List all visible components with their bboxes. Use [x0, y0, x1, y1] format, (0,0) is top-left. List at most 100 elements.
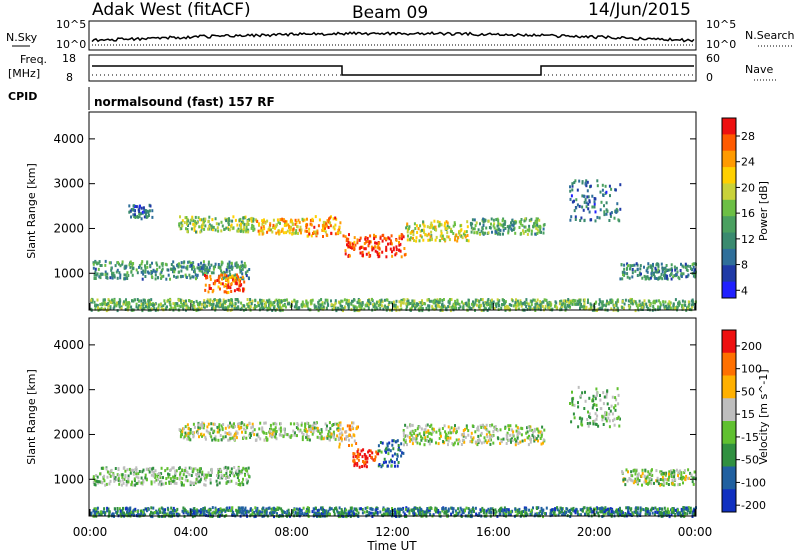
scatter-cell [142, 508, 145, 512]
scatter-cell [132, 204, 135, 208]
scatter-cell [497, 221, 500, 225]
scatter-cell [127, 478, 130, 482]
scatter-cell [603, 204, 605, 208]
scatter-cell [645, 479, 648, 483]
scatter-cell [227, 475, 230, 479]
scatter-cell [495, 305, 498, 309]
scatter-cell [361, 455, 364, 459]
scatter-cell [236, 305, 239, 309]
scatter-cell [233, 466, 236, 469]
scatter-cell [306, 429, 309, 433]
scatter-cell [252, 228, 255, 232]
scatter-cell [113, 507, 116, 511]
scatter-cell [301, 305, 304, 309]
scatter-cell [587, 298, 589, 302]
scatter-cell [330, 435, 333, 439]
scatter-cell [507, 231, 510, 235]
scatter-cell [619, 183, 622, 187]
scatter-cell [144, 213, 147, 217]
scatter-cell [456, 239, 459, 243]
scatter-cell [687, 300, 690, 304]
scatter-cell [213, 282, 216, 286]
scatter-cell [137, 208, 140, 212]
scatter-cell [507, 513, 510, 516]
scatter-cell [133, 215, 136, 219]
scatter-cell [428, 304, 431, 308]
scatter-cell [104, 259, 107, 263]
scatter-cell [431, 307, 434, 311]
scatter-cell [449, 229, 452, 233]
scatter-cell [114, 476, 117, 480]
scatter-cell [690, 473, 693, 477]
scatter-cell [193, 270, 196, 274]
scatter-cell [509, 433, 512, 437]
scatter-cell [99, 264, 102, 267]
scatter-cell [332, 423, 335, 426]
scatter-cell [448, 305, 451, 309]
scatter-cell [479, 222, 481, 226]
scatter-cell [561, 303, 563, 307]
scatter-cell [237, 474, 240, 478]
scatter-cell [466, 234, 469, 237]
scatter-cell [491, 434, 494, 438]
scatter-cell [217, 468, 220, 471]
scatter-cell [198, 306, 201, 310]
scatter-cell [667, 304, 670, 308]
scatter-cell [374, 455, 377, 459]
scatter-cell [297, 513, 300, 517]
scatter-cell [672, 307, 675, 311]
scatter-cell [223, 466, 226, 470]
scatter-cell [287, 302, 289, 306]
scatter-cell [684, 300, 687, 304]
scatter-cell [342, 307, 345, 311]
scatter-cell [200, 302, 203, 306]
scatter-cell [492, 433, 495, 437]
scatter-cell [228, 431, 231, 435]
scatter-cell [280, 218, 283, 222]
scatter-cell [291, 228, 294, 232]
scatter-cell [204, 437, 207, 441]
scatter-cell [650, 478, 653, 482]
scatter-cell [514, 509, 517, 513]
scatter-cell [559, 506, 562, 510]
scatter-cell [237, 467, 240, 471]
scatter-cell [182, 302, 185, 305]
scatter-cell [453, 427, 456, 431]
scatter-cell [310, 234, 313, 238]
scatter-cell [101, 481, 104, 485]
scatter-cell [132, 262, 135, 265]
scatter-cell [121, 476, 124, 479]
scatter-cell [596, 215, 599, 219]
scatter-cell [569, 305, 571, 309]
scatter-cell [668, 472, 670, 476]
scatter-cell [638, 513, 641, 517]
scatter-cell [227, 424, 230, 428]
scatter-cell [536, 302, 539, 306]
scatter-cell [275, 437, 278, 441]
scatter-cell [136, 271, 139, 275]
scatter-cell [407, 299, 410, 303]
scatter-cell [406, 425, 409, 429]
scatter-cell [218, 280, 221, 284]
scatter-cell [591, 194, 594, 198]
scatter-cell [398, 240, 400, 244]
scatter-cell [421, 299, 423, 303]
scatter-cell [657, 482, 660, 486]
scatter-cell [137, 472, 140, 476]
scatter-cell [227, 285, 230, 289]
scatter-cell [595, 417, 598, 421]
scatter-cell [357, 309, 360, 313]
scatter-cell [366, 506, 369, 510]
scatter-cell [480, 431, 483, 435]
scatter-cell [217, 229, 220, 233]
scatter-cell [470, 230, 473, 234]
scatter-cell [525, 431, 528, 435]
scatter-cell [385, 450, 387, 454]
scatter-cell [222, 301, 225, 305]
scatter-cell [475, 221, 478, 225]
scatter-cell [133, 479, 136, 483]
scatter-cell [189, 428, 192, 431]
scatter-cell [144, 209, 147, 213]
scatter-cell [421, 309, 424, 313]
scatter-cell [358, 304, 361, 308]
